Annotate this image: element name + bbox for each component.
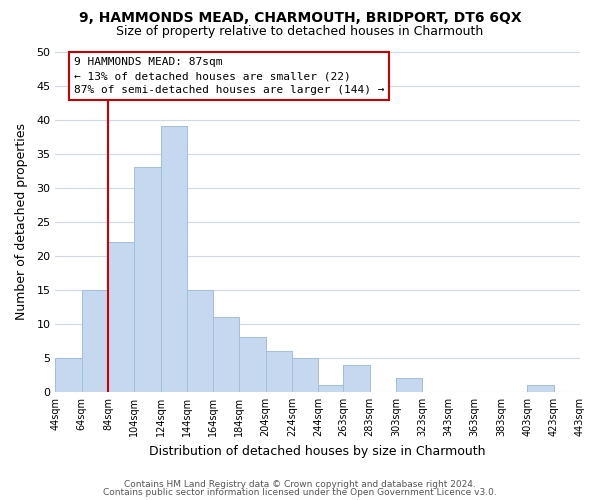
Text: Contains HM Land Registry data © Crown copyright and database right 2024.: Contains HM Land Registry data © Crown c… <box>124 480 476 489</box>
Bar <box>161 126 187 392</box>
Bar <box>292 358 319 392</box>
Bar <box>239 338 266 392</box>
Bar <box>527 385 554 392</box>
Bar <box>134 167 161 392</box>
Bar <box>343 364 370 392</box>
Bar <box>108 242 134 392</box>
Bar <box>213 317 239 392</box>
Bar <box>82 290 108 392</box>
Bar <box>319 385 343 392</box>
Bar <box>187 290 213 392</box>
Bar <box>55 358 82 392</box>
Bar <box>266 351 292 392</box>
Text: 9 HAMMONDS MEAD: 87sqm
← 13% of detached houses are smaller (22)
87% of semi-det: 9 HAMMONDS MEAD: 87sqm ← 13% of detached… <box>74 56 384 96</box>
Text: Contains public sector information licensed under the Open Government Licence v3: Contains public sector information licen… <box>103 488 497 497</box>
Text: Size of property relative to detached houses in Charmouth: Size of property relative to detached ho… <box>116 25 484 38</box>
Y-axis label: Number of detached properties: Number of detached properties <box>15 123 28 320</box>
Bar <box>396 378 422 392</box>
X-axis label: Distribution of detached houses by size in Charmouth: Distribution of detached houses by size … <box>149 444 486 458</box>
Text: 9, HAMMONDS MEAD, CHARMOUTH, BRIDPORT, DT6 6QX: 9, HAMMONDS MEAD, CHARMOUTH, BRIDPORT, D… <box>79 12 521 26</box>
